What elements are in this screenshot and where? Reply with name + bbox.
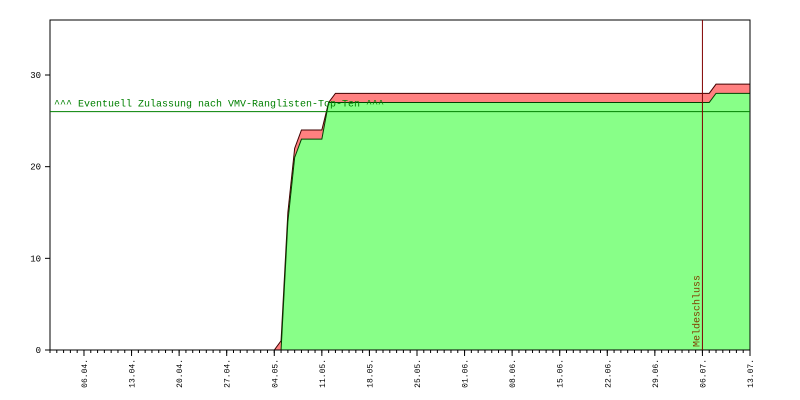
x-tick-label: 29.06. bbox=[652, 359, 661, 388]
x-tick-label: 25.05. bbox=[414, 359, 423, 388]
reference-label: ^^^ Eventuell Zulassung nach VMV-Ranglis… bbox=[54, 99, 384, 111]
y-tick-label: 10 bbox=[30, 254, 41, 264]
x-tick-label: 06.04. bbox=[81, 359, 90, 388]
x-tick-label: 04.05. bbox=[271, 359, 280, 388]
y-tick-label: 30 bbox=[30, 71, 41, 81]
x-tick-label: 13.04. bbox=[129, 359, 138, 388]
plot-frame bbox=[49, 19, 751, 351]
x-tick-label: 08.06. bbox=[509, 359, 518, 388]
x-tick-label: 27.04. bbox=[224, 359, 233, 388]
x-tick-label: 01.06. bbox=[462, 359, 471, 388]
x-tick-label: 20.04. bbox=[176, 359, 185, 388]
area bbox=[50, 93, 750, 350]
deadline-label: Meldeschluss bbox=[691, 275, 703, 347]
area-edge bbox=[50, 83, 750, 351]
y-tick-label: 20 bbox=[30, 163, 41, 173]
x-tick-label: 22.06. bbox=[604, 359, 613, 388]
y-tick-label: 0 bbox=[36, 346, 41, 356]
x-tick-label: 18.05. bbox=[366, 359, 375, 388]
x-tick-label: 11.05. bbox=[319, 359, 328, 388]
x-tick-label: 06.07. bbox=[699, 359, 708, 388]
x-tick-label: 15.06. bbox=[557, 359, 566, 388]
x-tick-label: 13.07. bbox=[747, 359, 756, 388]
